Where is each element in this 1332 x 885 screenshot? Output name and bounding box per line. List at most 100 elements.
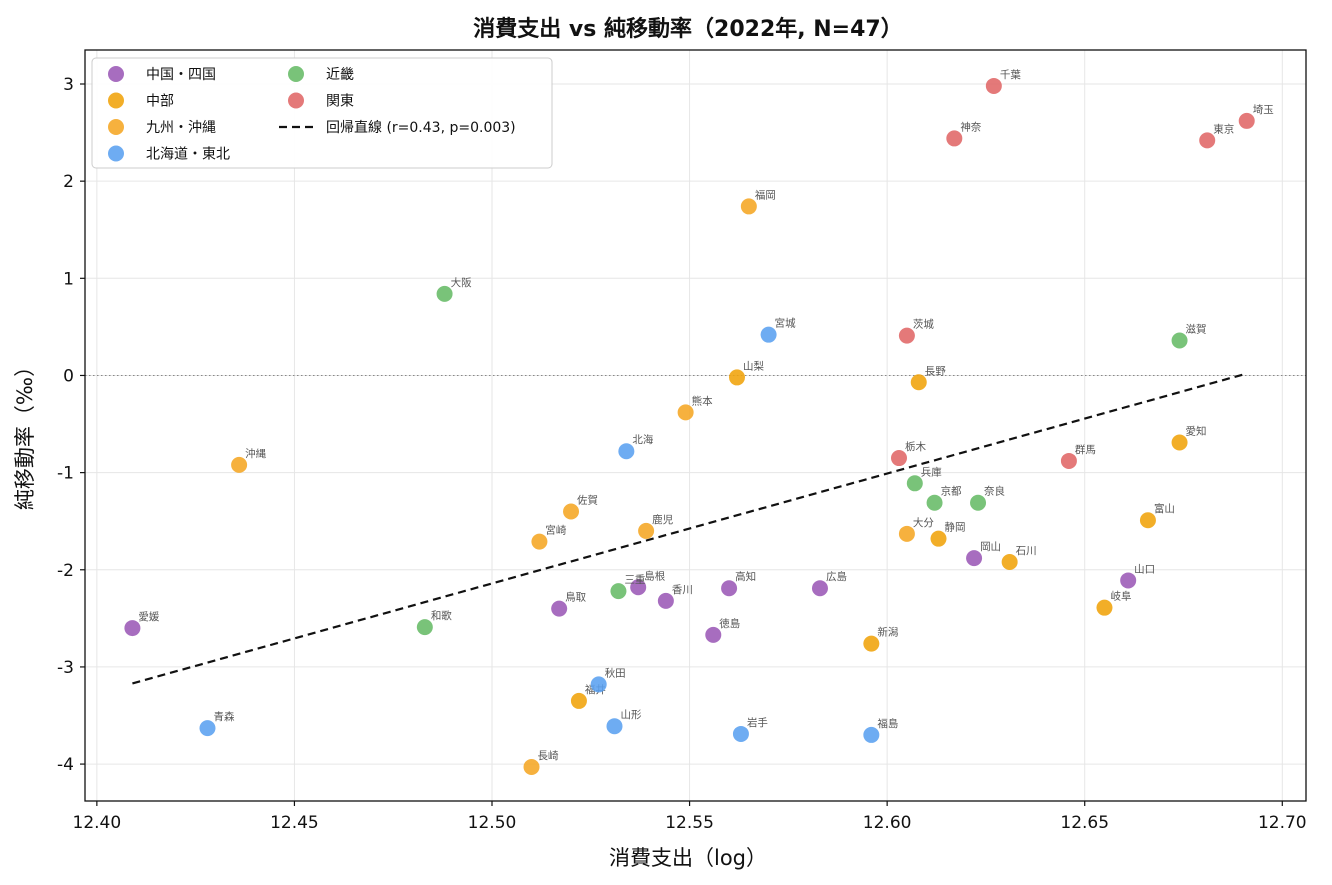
y-tick-label: -2 [57, 561, 74, 581]
data-point-label: 沖縄 [245, 447, 266, 460]
data-point-label: 宮城 [775, 317, 796, 330]
data-point [705, 626, 722, 643]
x-tick-label: 12.70 [1258, 813, 1307, 833]
data-point-label: 秋田 [605, 666, 626, 679]
data-point [416, 619, 433, 636]
data-point [811, 580, 828, 597]
data-point [523, 758, 540, 775]
data-point [610, 583, 627, 600]
data-point [863, 635, 880, 652]
data-point [898, 525, 915, 542]
data-point [531, 533, 548, 550]
legend-marker [108, 145, 124, 162]
data-point-label: 宮崎 [545, 524, 566, 537]
legend-marker [288, 92, 304, 109]
data-point-label: 香川 [672, 584, 693, 596]
data-point [740, 198, 757, 215]
legend-marker [108, 119, 124, 135]
data-point-label: 京都 [941, 485, 962, 498]
data-point [1238, 112, 1255, 129]
data-point [1060, 452, 1077, 469]
data-point-label: 広島 [826, 570, 847, 583]
data-point-label: 神奈 [960, 120, 981, 133]
legend-label: 中部 [146, 94, 174, 110]
data-point [906, 475, 923, 492]
legend-label: 北海道・東北 [146, 147, 230, 163]
data-point-label: 和歌 [431, 609, 452, 622]
legend-label: 中国・四国 [146, 67, 216, 83]
data-point-label: 奈良 [984, 485, 1005, 498]
data-point-label: 島根 [644, 569, 665, 582]
regression-line [132, 372, 1248, 685]
data-point [891, 450, 907, 467]
legend-marker [288, 66, 304, 82]
data-point [1199, 132, 1216, 149]
data-point [657, 592, 674, 609]
y-tick-label: -3 [57, 658, 74, 678]
x-tick-label: 12.65 [1060, 813, 1109, 833]
legend-label: 関東 [326, 94, 354, 110]
data-point [618, 443, 635, 460]
y-tick-label: 1 [63, 269, 74, 289]
data-point [570, 692, 587, 709]
data-point-label: 岡山 [980, 541, 1001, 553]
data-point-label: 高知 [735, 570, 756, 583]
grid [85, 50, 1306, 801]
data-point [732, 725, 749, 742]
data-point-label: 山口 [1134, 563, 1155, 575]
data-point-label: 群馬 [1075, 443, 1096, 456]
data-point-label: 千葉 [1000, 68, 1021, 81]
legend-label: 九州・沖縄 [146, 120, 216, 136]
data-point [898, 327, 915, 344]
data-point [590, 676, 607, 693]
data-point [760, 326, 777, 343]
legend-marker [108, 66, 124, 82]
data-point-label: 茨城 [913, 318, 934, 331]
legend-label: 回帰直線 (r=0.43, p=0.003) [326, 119, 516, 136]
data-point-label: 埼玉 [1253, 103, 1274, 116]
data-point [970, 494, 987, 511]
y-tick-label: 3 [63, 75, 74, 95]
data-point [930, 530, 947, 547]
data-point [1139, 512, 1156, 529]
data-point [551, 600, 568, 617]
regression-line-path [132, 372, 1248, 685]
data-point-label: 東京 [1213, 122, 1234, 135]
data-point-label: 福島 [877, 717, 898, 730]
data-point-label: 大分 [913, 516, 934, 529]
x-tick-label: 12.45 [270, 813, 319, 833]
data-point [946, 130, 963, 147]
data-point-label: 長崎 [538, 749, 559, 762]
data-point-label: 佐賀 [577, 493, 598, 506]
data-point [199, 720, 216, 737]
data-point-label: 大阪 [451, 276, 472, 289]
y-tick-label: 0 [63, 366, 74, 386]
data-point [436, 285, 453, 302]
data-point [1171, 332, 1188, 349]
data-point [231, 456, 248, 473]
x-tick-label: 12.60 [863, 813, 912, 833]
data-point-label: 北海 [632, 433, 653, 446]
data-point [677, 404, 694, 421]
data-point-label: 三重 [624, 573, 645, 586]
axis-ticks: 12.40 12.45 12.50 12.55 12.60 12.65 12.70 3 2 1 0 -… [57, 75, 1307, 833]
data-point-label: 富山 [1154, 502, 1175, 515]
data-point [124, 620, 141, 637]
data-point-label: 徳島 [719, 617, 740, 630]
data-point-label: 青森 [213, 710, 234, 723]
data-point-label: 鹿児 [652, 513, 673, 526]
x-axis-title: 消費支出（log） [609, 846, 767, 870]
y-tick-label: 2 [63, 172, 74, 192]
y-tick-label: -4 [57, 755, 74, 775]
data-point [563, 503, 580, 520]
y-tick-label: -1 [57, 464, 74, 484]
y-axis-title: 純移動率（‰） [13, 356, 37, 510]
data-point-label: 岐阜 [1110, 590, 1131, 603]
